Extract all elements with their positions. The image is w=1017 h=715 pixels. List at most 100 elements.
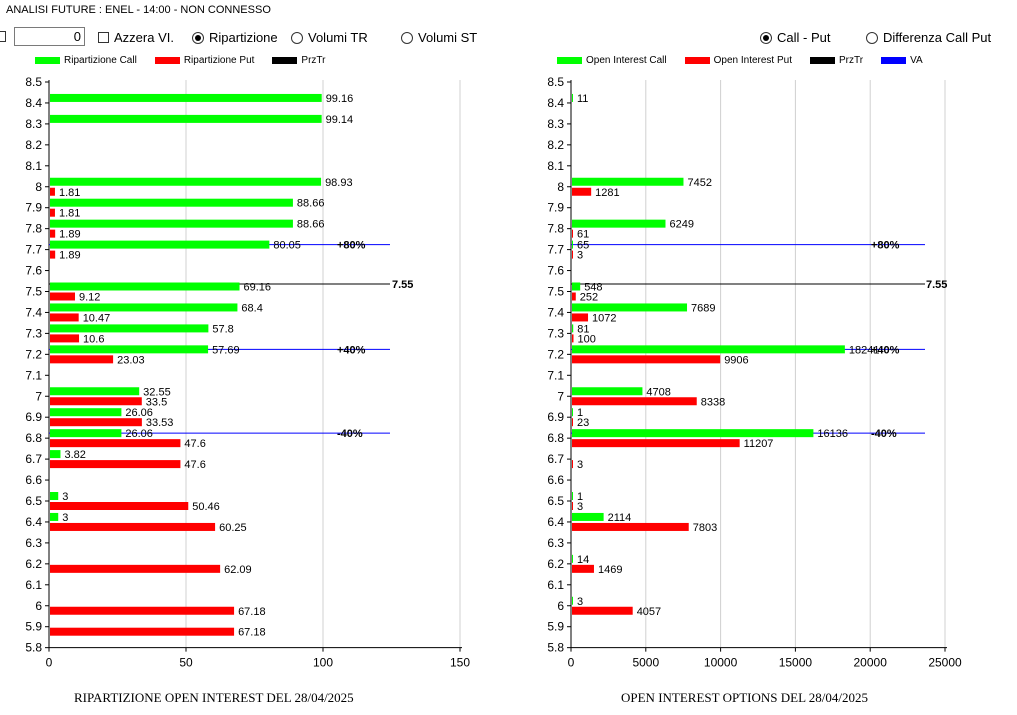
y-tick-label: 7.3 <box>547 326 564 340</box>
y-tick-label: 6.6 <box>25 473 42 487</box>
x-tick-label: 0 <box>568 656 575 670</box>
x-tick-label: 100 <box>313 656 333 670</box>
left-chart-title: RIPARTIZIONE OPEN INTEREST DEL 28/04/202… <box>74 690 354 705</box>
y-tick-label: 7.9 <box>547 201 564 215</box>
radio-icon[interactable] <box>401 31 413 44</box>
put-bar <box>572 564 594 573</box>
put-bar <box>572 502 573 510</box>
y-tick-label: 7.4 <box>25 305 42 319</box>
y-tick-label: 8.1 <box>547 159 564 173</box>
call-bar <box>572 177 684 186</box>
call-value-label: 3 <box>577 596 583 608</box>
y-tick-label: 6.4 <box>25 515 42 529</box>
y-tick-label: 6.9 <box>547 410 564 424</box>
put-value-label: 33.5 <box>146 396 167 408</box>
call-value-label: 57.8 <box>212 323 233 335</box>
put-value-label: 1281 <box>595 187 619 199</box>
radio-differenza[interactable]: Differenza Call Put <box>866 30 991 45</box>
x-tick-label: 50 <box>179 656 193 670</box>
put-bar <box>50 208 55 217</box>
y-tick-label: 6.6 <box>547 473 564 487</box>
radio-volumi-st[interactable]: Volumi ST <box>401 30 477 45</box>
radio-call-put[interactable]: Call - Put <box>760 30 830 45</box>
legend-prztr-swatch <box>272 57 298 64</box>
clipped-checkbox[interactable] <box>0 31 6 42</box>
call-bar <box>572 492 573 500</box>
radio-volumi-tr[interactable]: Volumi TR <box>291 30 368 45</box>
call-value-label: 57.69 <box>212 344 240 356</box>
put-value-label: 47.6 <box>184 438 205 450</box>
azzera-checkbox[interactable]: Azzera VI. <box>98 30 174 45</box>
call-bar <box>572 282 581 291</box>
put-bar <box>50 418 142 427</box>
put-bar <box>572 292 576 301</box>
radio-icon[interactable] <box>291 31 303 44</box>
put-bar <box>50 334 80 343</box>
put-bar <box>50 355 114 364</box>
radio-icon[interactable] <box>866 31 878 44</box>
right-chart-title: OPEN INTEREST OPTIONS DEL 28/04/2025 <box>621 690 868 705</box>
y-tick-label: 6 <box>557 599 564 613</box>
y-tick-label: 7 <box>557 389 564 403</box>
put-value-label: 1072 <box>592 312 616 324</box>
y-tick-label: 6.9 <box>25 410 42 424</box>
x-tick-label: 20000 <box>854 656 888 670</box>
x-tick-label: 150 <box>450 656 470 670</box>
call-value-label: 6249 <box>669 219 693 231</box>
call-bar <box>572 219 666 228</box>
y-tick-label: 8.1 <box>25 159 42 173</box>
put-bar <box>50 606 235 615</box>
put-bar <box>50 627 235 636</box>
put-value-label: 252 <box>580 292 598 304</box>
put-bar <box>572 187 592 196</box>
call-value-label: 3 <box>62 512 68 524</box>
put-value-label: 1.89 <box>59 250 80 262</box>
y-tick-label: 6.5 <box>547 494 564 508</box>
radio-selected-icon[interactable] <box>192 31 204 44</box>
y-tick-label: 7.2 <box>25 347 42 361</box>
checkbox-box[interactable] <box>98 32 109 43</box>
put-value-label: 10.6 <box>83 333 104 345</box>
call-value-label: 7689 <box>691 302 715 314</box>
y-tick-label: 7.2 <box>547 347 564 361</box>
put-bar <box>572 250 573 259</box>
call-bar <box>50 198 293 207</box>
y-tick-label: 5.8 <box>25 641 42 655</box>
x-tick-label: 0 <box>46 656 53 670</box>
call-bar <box>572 596 573 605</box>
call-value-label: 18241 <box>849 344 880 356</box>
y-tick-label: 8.5 <box>547 75 564 89</box>
call-bar <box>572 429 814 438</box>
call-bar <box>50 387 140 396</box>
y-tick-label: 8.3 <box>25 117 42 131</box>
y-tick-label: 6.2 <box>25 557 42 571</box>
reference-label: +80% <box>337 240 366 252</box>
call-bar <box>50 93 322 102</box>
call-bar <box>50 408 122 417</box>
call-bar <box>50 492 59 500</box>
reference-label: -40% <box>337 428 363 440</box>
radio-ripartizione[interactable]: Ripartizione <box>192 30 278 45</box>
put-value-label: 62.09 <box>224 564 252 576</box>
y-tick-label: 5.9 <box>25 620 42 634</box>
y-tick-label: 7.8 <box>547 222 564 236</box>
reference-label: -40% <box>871 428 897 440</box>
differenza-label: Differenza Call Put <box>883 30 992 45</box>
y-tick-label: 6.2 <box>547 557 564 571</box>
call-put-label: Call - Put <box>777 30 831 45</box>
y-tick-label: 7.7 <box>25 243 42 257</box>
y-tick-label: 6.4 <box>547 515 564 529</box>
call-value-label: 88.66 <box>297 198 325 210</box>
call-value-label: 11 <box>577 93 588 105</box>
call-bar <box>50 324 209 333</box>
y-tick-label: 7.4 <box>547 305 564 319</box>
y-tick-label: 6.1 <box>547 578 564 592</box>
left-legend: Ripartizione Call Ripartizione Put PrzTr <box>35 55 343 66</box>
radio-selected-icon[interactable] <box>760 31 772 44</box>
put-bar <box>572 439 740 448</box>
put-value-label: 8338 <box>701 396 725 408</box>
call-value-label: 1 <box>577 407 583 419</box>
put-bar <box>572 229 573 238</box>
number-input[interactable]: 0 <box>14 27 85 46</box>
put-bar <box>50 250 56 259</box>
